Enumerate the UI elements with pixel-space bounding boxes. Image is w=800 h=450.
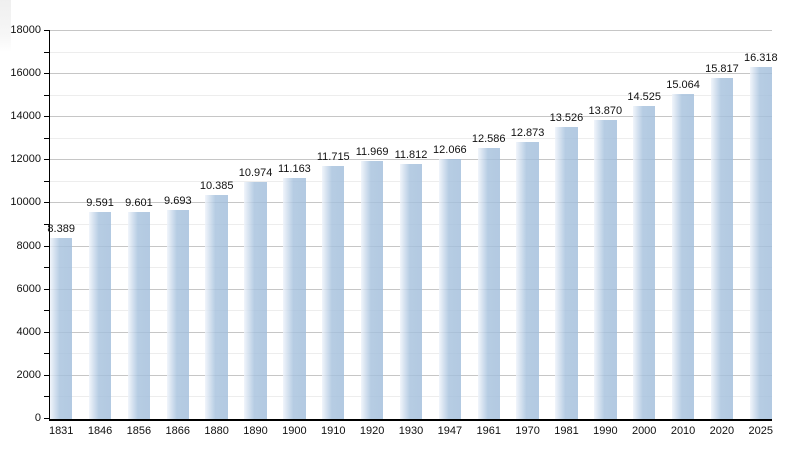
bar [749, 67, 772, 419]
bar [710, 78, 734, 419]
bar-value-label: 8.389 [47, 223, 75, 236]
gridline-major [50, 159, 772, 161]
bar [283, 178, 306, 419]
y-axis-tick [44, 331, 50, 333]
x-tick-label: 1890 [243, 425, 268, 437]
bar-value-label: 9.591 [86, 197, 114, 210]
y-axis-tick [44, 116, 50, 118]
x-tick-label: 1990 [593, 425, 618, 437]
y-axis-tick [44, 224, 50, 225]
y-axis-tick [44, 396, 50, 398]
y-axis-tick [44, 245, 50, 247]
gridline-major [50, 116, 772, 118]
x-tick-label: 1930 [398, 425, 424, 437]
bar-value-label: 11.715 [316, 151, 350, 164]
x-tick-label: 1961 [476, 425, 501, 437]
x-tick-label: 2000 [631, 425, 657, 437]
x-tick-label: 2010 [670, 425, 696, 437]
x-tick-label: 1970 [515, 425, 540, 437]
y-tick-label: 8000 [16, 239, 41, 252]
x-tick-label: 2025 [748, 425, 774, 437]
bar [477, 147, 500, 419]
bar-value-label: 15.817 [705, 63, 739, 76]
bar [322, 166, 345, 419]
bar [360, 161, 384, 419]
bar [88, 212, 112, 419]
y-tick-label: 12000 [10, 153, 41, 166]
y-axis-tick [44, 267, 50, 269]
corner-artifact [0, 0, 11, 52]
gridline-minor [50, 137, 772, 139]
x-tick-label: 1831 [48, 425, 74, 437]
bar [166, 210, 189, 419]
y-tick-label: 16000 [10, 67, 41, 80]
y-axis-tick [44, 310, 50, 312]
y-axis-tick [44, 202, 50, 204]
bar-value-label: 12.066 [433, 143, 467, 156]
y-axis-tick [44, 30, 50, 31]
y-axis-tick [44, 73, 50, 75]
x-tick-label: 1866 [165, 425, 191, 437]
bar-value-label: 12.586 [471, 132, 506, 145]
gridline-major [50, 30, 772, 31]
bar-value-label: 15.064 [666, 79, 700, 92]
bar-value-label: 11.163 [277, 163, 311, 176]
bar-value-label: 13.526 [549, 112, 584, 125]
y-axis-tick [44, 353, 50, 355]
bar [205, 195, 228, 419]
bar-value-label: 11.969 [355, 146, 389, 159]
x-tick-label: 1947 [437, 425, 463, 437]
bar [127, 212, 151, 419]
y-axis-tick [44, 180, 50, 182]
bar [438, 158, 462, 419]
plot-area: 0 2000 4000 6000 8000 10000 12000 14000 16000 180… [10, 25, 777, 438]
bar-value-label: 10.974 [238, 167, 273, 180]
y-tick-label: 2000 [16, 368, 41, 381]
bar-value-label: 13.870 [588, 105, 623, 118]
y-tick-label: 6000 [16, 282, 41, 295]
bar-value-label: 11.812 [394, 149, 428, 162]
bar [516, 141, 539, 419]
bar [594, 120, 617, 419]
gridline-major [50, 73, 772, 75]
gridline-minor [50, 51, 772, 53]
bar [555, 127, 578, 419]
y-tick-label: 0 [34, 412, 41, 424]
y-axis-tick [44, 418, 50, 419]
x-tick-label: 1900 [282, 425, 307, 437]
y-axis-tick [44, 288, 50, 290]
bar-value-label: 10.385 [199, 180, 234, 193]
bar-value-label: 9.693 [164, 195, 192, 208]
bar-value-label: 9.601 [125, 197, 153, 210]
y-axis-tick [44, 94, 50, 96]
y-axis-tick [44, 374, 50, 376]
y-tick-label: 10000 [10, 196, 41, 209]
x-tick-label: 1880 [204, 425, 229, 437]
bar-value-label: 14.525 [627, 90, 662, 103]
gridline-minor [50, 94, 772, 96]
bar [633, 105, 656, 419]
x-tick-label: 1846 [87, 425, 113, 437]
bar [399, 164, 423, 419]
x-tick-label: 1910 [321, 425, 346, 437]
bar [671, 94, 695, 419]
bar [50, 238, 73, 419]
x-tick-label: 1856 [126, 425, 152, 437]
x-tick-label: 2020 [709, 425, 735, 437]
x-tick-label: 1981 [554, 425, 579, 437]
x-tick-label: 1920 [359, 425, 385, 437]
bar [244, 182, 267, 419]
y-axis-tick [44, 137, 50, 139]
y-tick-label: 18000 [10, 24, 41, 36]
y-axis-tick [44, 159, 50, 161]
bar-value-label: 12.873 [510, 126, 545, 139]
y-axis-tick [44, 51, 50, 53]
bar-value-label: 16.318 [743, 52, 778, 65]
y-tick-label: 14000 [10, 110, 41, 123]
y-tick-label: 4000 [16, 325, 41, 338]
